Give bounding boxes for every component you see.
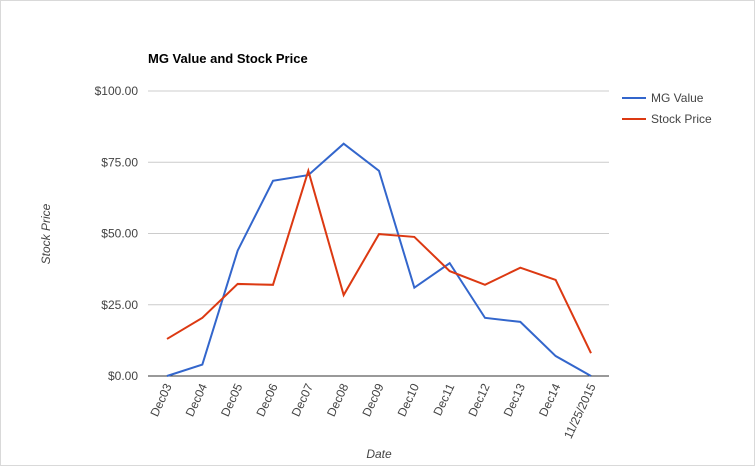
y-tick-label: $0.00	[108, 369, 138, 383]
y-tick-label: $75.00	[101, 155, 138, 169]
chart-title: MG Value and Stock Price	[148, 51, 308, 66]
legend-label: Stock Price	[651, 112, 712, 126]
x-axis-title: Date	[366, 447, 392, 461]
legend-label: MG Value	[651, 91, 704, 105]
series-line	[166, 142, 592, 377]
y-axis-title: Stock Price	[39, 203, 53, 264]
y-tick-label: $25.00	[101, 298, 138, 312]
y-tick-label: $100.00	[95, 84, 139, 98]
y-tick-label: $50.00	[101, 227, 138, 241]
series-line	[166, 167, 592, 354]
